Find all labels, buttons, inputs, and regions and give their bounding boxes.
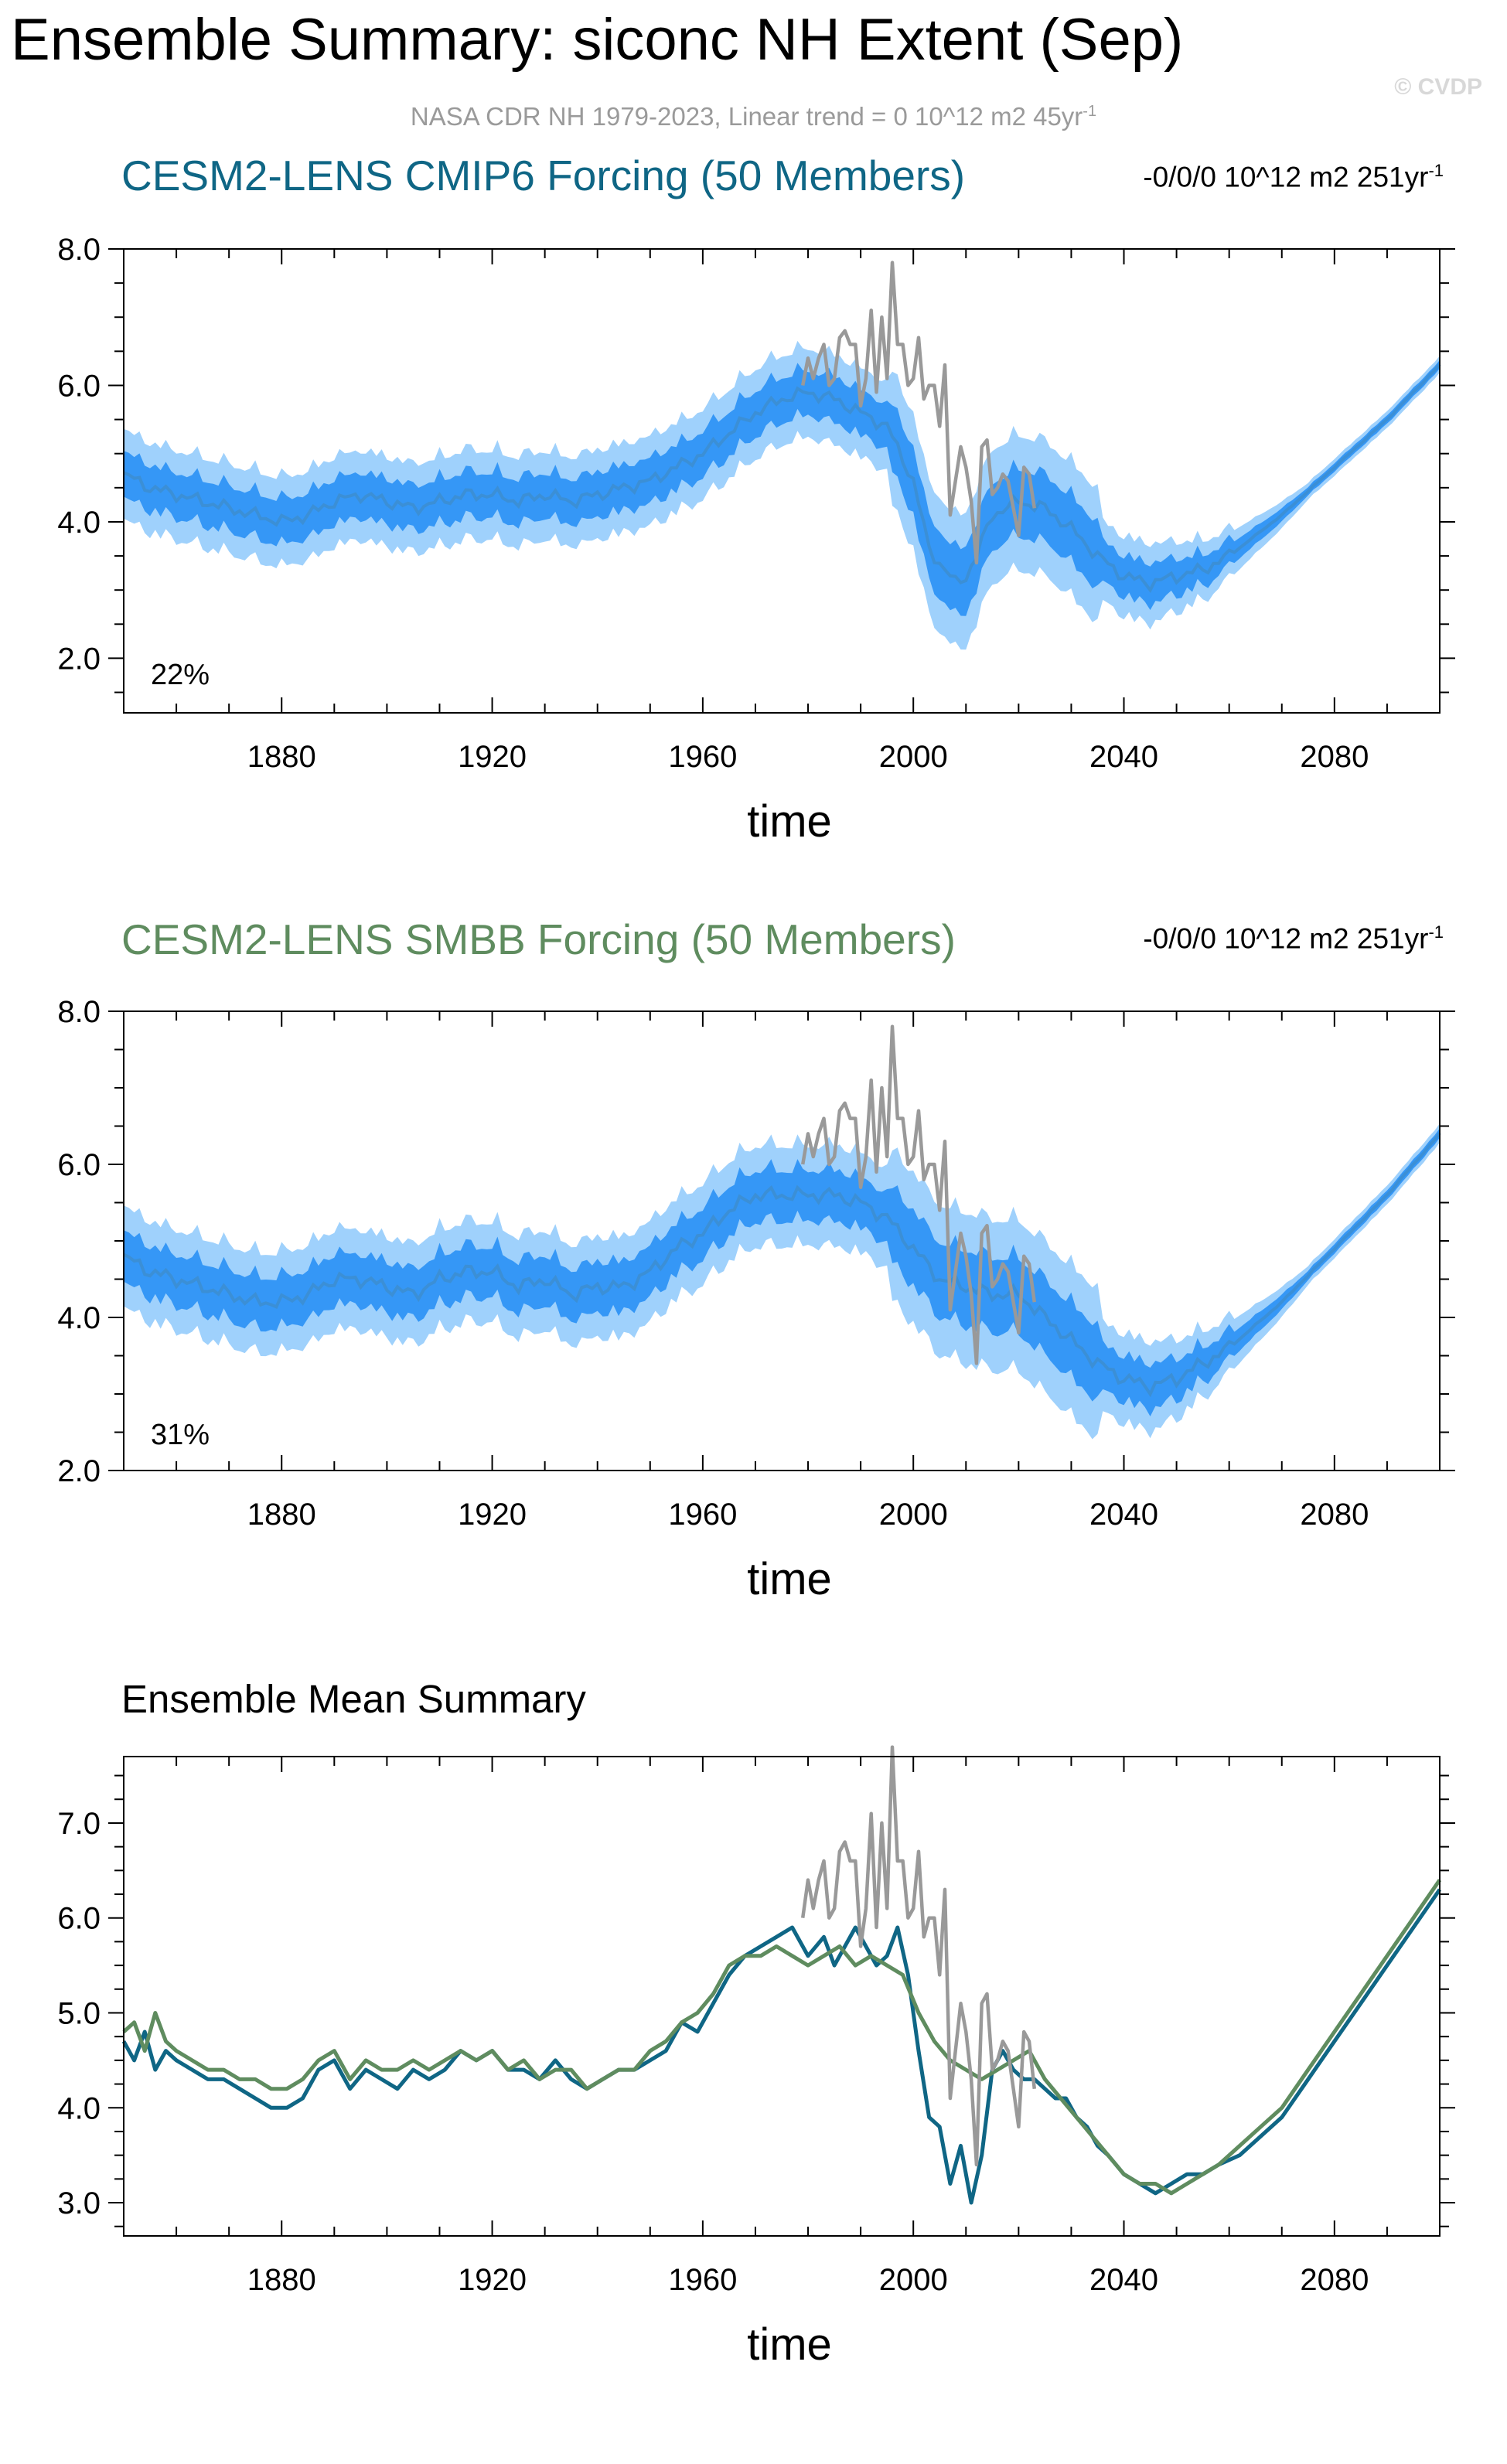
y-tick-label: 4.0 (57, 506, 101, 540)
y-tick-label: 3.0 (57, 2186, 101, 2220)
observations-subtitle-sup: -1 (1083, 103, 1097, 120)
chart-panel-3: 1880 1920 1960 2000 2040 2080 3.0 4.0 5.0 6.0 7.0 t… (57, 1745, 1455, 2370)
x-tick-label: 2040 (1089, 740, 1158, 774)
y-tick-label: 8.0 (57, 995, 101, 1029)
x-tick-label: 2040 (1089, 2263, 1158, 2297)
x-tick-label: 1880 (247, 740, 316, 774)
main-title: Ensemble Summary: siconc NH Extent (Sep) (11, 7, 1184, 73)
observations-line (800, 261, 1037, 565)
x-axis-label: time (747, 2319, 832, 2370)
observations-subtitle-text: NASA CDR NH 1979-2023, Linear trend = 0 … (410, 102, 1083, 131)
chart-panel-1: 1880 1920 1960 2000 2040 2080 2.0 4.0 6.0 8.0 time… (57, 233, 1455, 847)
observations-line (800, 1745, 1037, 2167)
y-tick-label: 2.0 (57, 1454, 101, 1488)
x-tick-label: 1960 (668, 2263, 737, 2297)
x-tick-label: 2000 (879, 2263, 948, 2297)
plot-frame (123, 248, 1441, 714)
panel-1-title: CESM2-LENS CMIP6 Forcing (50 Members) (121, 152, 966, 199)
x-tick-label: 1960 (668, 1498, 737, 1532)
panel-1-trend: -0/0/0 10^12 m2 251yr-1 (1143, 161, 1444, 193)
y-tick-label: 6.0 (57, 1148, 101, 1182)
y-tick-label: 8.0 (57, 233, 101, 267)
panel-2-trend: -0/0/0 10^12 m2 251yr-1 (1143, 924, 1444, 953)
x-tick-label: 1960 (668, 740, 737, 774)
x-axis-label: time (747, 1554, 832, 1604)
y-tick-label: 6.0 (57, 369, 101, 403)
observations-subtitle: NASA CDR NH 1979-2023, Linear trend = 0 … (0, 102, 1507, 131)
x-axis-label: time (747, 796, 832, 847)
y-tick-label: 5.0 (57, 1996, 101, 2030)
y-tick-label: 4.0 (57, 2091, 101, 2125)
y-tick-label: 7.0 (57, 1807, 101, 1841)
ensemble-mean-line (123, 1132, 1441, 1398)
x-tick-label: 2080 (1300, 740, 1369, 774)
chart-panel-2: 1880 1920 1960 2000 2040 2080 2.0 4.0 6.0 8.0 time… (57, 995, 1455, 1604)
x-tick-label: 1920 (458, 740, 527, 774)
panel-1-trend-text: -0/0/0 10^12 m2 251yr (1143, 161, 1429, 193)
x-tick-label: 2000 (879, 1498, 948, 1532)
panel-2-trend-sup: -1 (1428, 922, 1444, 942)
ensemble-10-90-band (124, 1128, 1440, 1416)
panel-3-title: Ensemble Mean Summary (121, 1677, 586, 1721)
panel-1-trend-sup: -1 (1428, 161, 1444, 180)
ensemble-10-90-band (124, 360, 1440, 616)
x-tick-label: 2080 (1300, 1498, 1369, 1532)
percent-annotation: 31% (151, 1419, 210, 1451)
y-tick-label: 4.0 (57, 1301, 101, 1335)
panel-2-title: CESM2-LENS SMBB Forcing (50 Members) (121, 915, 956, 963)
series-line-1 (121, 1888, 1442, 2205)
watermark: © CVDP (1394, 74, 1482, 100)
plot-frame (123, 1756, 1441, 2237)
x-tick-label: 2000 (879, 740, 948, 774)
observations-line (800, 1024, 1037, 1365)
y-tick-label: 6.0 (57, 1902, 101, 1936)
x-tick-label: 2040 (1089, 1498, 1158, 1532)
ensemble-mean-line (123, 363, 1441, 594)
x-tick-label: 1880 (247, 1498, 316, 1532)
x-tick-label: 1920 (458, 1498, 527, 1532)
series-line-2 (122, 1879, 1442, 2196)
x-tick-label: 1920 (458, 2263, 527, 2297)
x-tick-label: 1880 (247, 2263, 316, 2297)
y-tick-label: 2.0 (57, 642, 101, 676)
percent-annotation: 22% (151, 659, 210, 691)
x-tick-label: 2080 (1300, 2263, 1369, 2297)
panel-2-trend-text: -0/0/0 10^12 m2 251yr (1143, 922, 1429, 955)
